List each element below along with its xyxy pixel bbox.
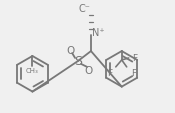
Text: CH₃: CH₃ [26, 67, 39, 73]
Text: N⁺: N⁺ [92, 28, 105, 38]
Text: O: O [85, 65, 93, 75]
Text: S: S [74, 55, 82, 68]
Text: F: F [131, 68, 136, 77]
Text: F: F [107, 68, 112, 77]
Text: O: O [66, 46, 74, 56]
Text: C⁻: C⁻ [78, 4, 90, 13]
Text: F: F [132, 54, 137, 63]
